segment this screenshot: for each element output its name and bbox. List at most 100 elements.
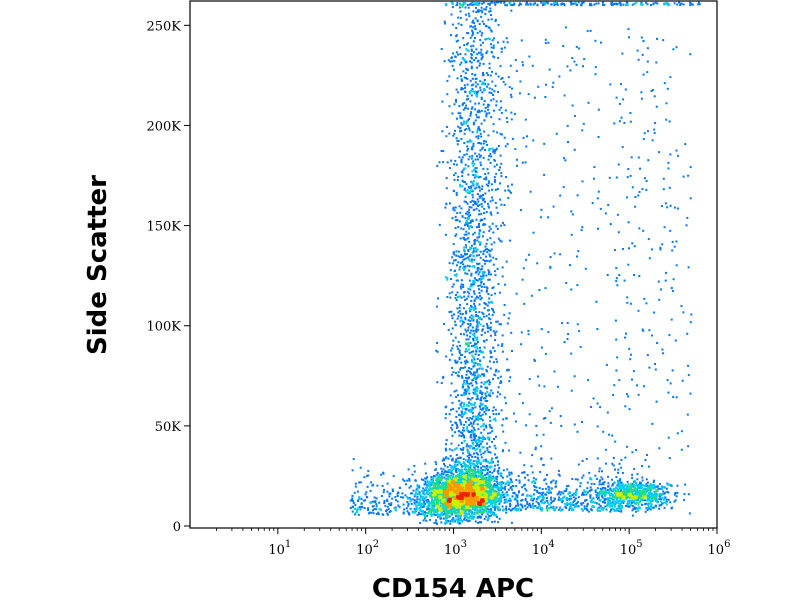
event-point <box>398 486 401 489</box>
event-point <box>456 457 459 460</box>
event-point <box>460 423 463 426</box>
event-point <box>476 394 479 397</box>
event-point <box>654 122 657 124</box>
event-point <box>485 507 488 510</box>
event-point <box>481 83 484 86</box>
event-point <box>682 311 685 314</box>
event-point <box>461 117 464 120</box>
event-point <box>643 177 646 180</box>
event-point <box>449 522 452 525</box>
event-point <box>659 487 662 490</box>
event-point <box>463 462 466 465</box>
event-point <box>650 90 653 92</box>
event-point <box>430 513 433 516</box>
event-point <box>403 480 406 482</box>
event-point <box>598 483 601 486</box>
event-point <box>551 500 554 503</box>
event-point <box>375 503 378 506</box>
event-point <box>539 492 542 495</box>
event-point <box>647 238 650 241</box>
event-point <box>488 253 491 256</box>
event-point <box>645 180 648 182</box>
event-point <box>611 478 613 481</box>
event-point <box>504 145 507 148</box>
event-point <box>496 486 499 489</box>
event-point <box>616 2 619 5</box>
event-point <box>473 231 476 234</box>
event-point <box>494 18 497 21</box>
event-point <box>460 138 463 140</box>
event-point <box>634 502 637 505</box>
event-point <box>487 108 490 111</box>
event-point <box>488 423 491 426</box>
event-point <box>572 508 575 511</box>
event-point <box>675 495 678 498</box>
event-point <box>615 495 617 498</box>
event-point <box>357 499 360 502</box>
event-point <box>566 502 569 505</box>
event-point <box>497 56 500 59</box>
event-point <box>500 496 503 499</box>
event-point <box>484 83 487 85</box>
event-point <box>545 493 548 496</box>
event-point <box>473 358 476 361</box>
event-point <box>496 494 499 497</box>
event-point <box>645 507 648 509</box>
event-point <box>497 344 500 347</box>
event-point <box>491 504 494 507</box>
event-point <box>479 294 482 297</box>
event-point <box>570 288 573 291</box>
event-point <box>472 319 475 322</box>
event-point <box>617 231 620 234</box>
event-point <box>480 473 482 476</box>
event-point <box>484 392 487 395</box>
event-point <box>566 504 569 507</box>
event-point <box>627 168 630 170</box>
event-point <box>549 266 552 269</box>
event-point <box>458 413 460 416</box>
event-point <box>597 498 600 501</box>
event-point <box>425 519 428 522</box>
event-point <box>375 513 378 515</box>
event-point <box>471 31 474 34</box>
event-point <box>468 367 471 369</box>
event-point <box>489 227 492 230</box>
event-point <box>618 1 621 4</box>
event-point <box>428 505 431 507</box>
event-point <box>621 52 624 55</box>
event-point <box>657 280 660 283</box>
event-point <box>467 430 470 433</box>
event-point <box>550 501 553 504</box>
event-point <box>490 511 493 514</box>
event-point <box>421 512 424 515</box>
event-point <box>450 382 453 385</box>
event-point <box>465 392 468 395</box>
event-point <box>561 322 563 325</box>
event-point <box>523 504 526 507</box>
event-point <box>591 501 594 504</box>
event-point <box>443 504 446 507</box>
event-point <box>419 498 422 501</box>
event-point <box>423 501 426 504</box>
event-point <box>459 53 462 55</box>
event-point <box>582 502 585 505</box>
event-point <box>457 311 460 314</box>
event-point <box>582 1 585 4</box>
event-point <box>475 378 478 381</box>
event-point <box>480 267 483 270</box>
event-point <box>618 102 621 105</box>
event-point <box>654 494 657 497</box>
event-point <box>586 509 589 512</box>
event-point <box>471 406 474 409</box>
event-point <box>485 72 488 75</box>
event-point <box>637 484 640 487</box>
event-point <box>689 166 692 169</box>
event-point <box>481 403 484 406</box>
event-point <box>482 62 485 65</box>
event-point <box>430 483 433 486</box>
event-point <box>451 401 454 404</box>
event-point <box>481 55 484 58</box>
event-point <box>463 516 466 519</box>
event-point <box>565 487 568 490</box>
event-point <box>651 334 653 337</box>
